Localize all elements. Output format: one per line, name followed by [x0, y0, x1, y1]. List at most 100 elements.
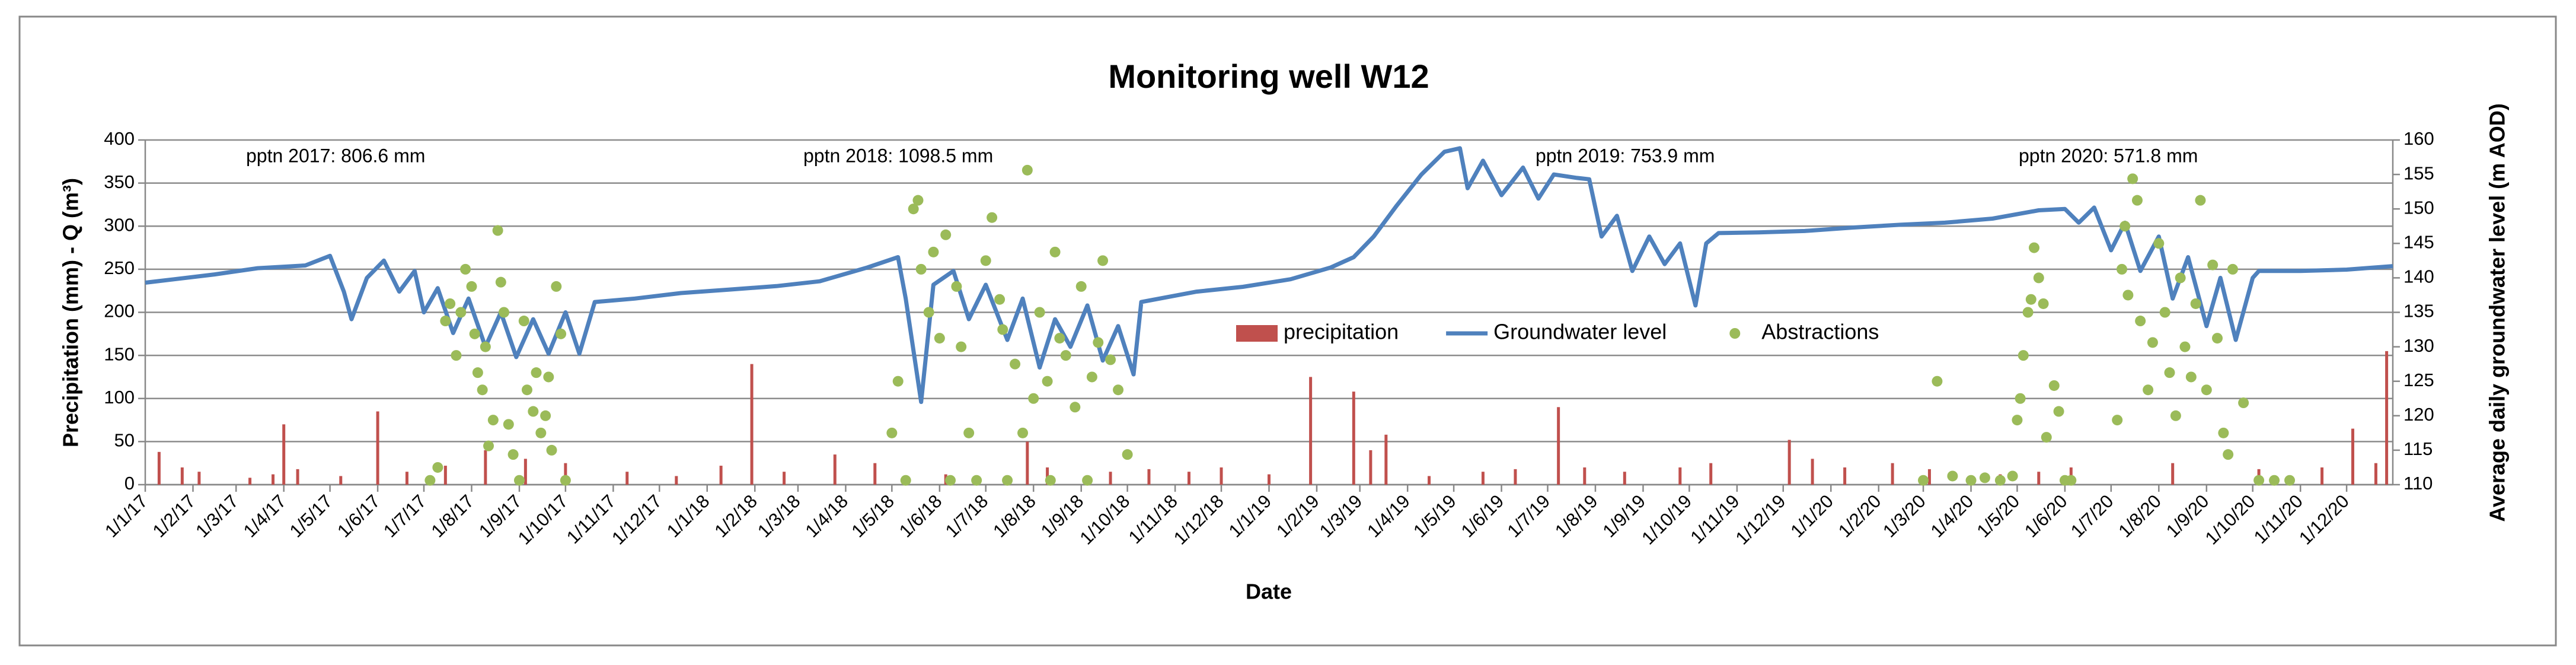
- abstraction-point: [487, 415, 499, 426]
- abstraction-point: [1105, 354, 1116, 365]
- precipitation-bar: [2037, 472, 2041, 485]
- precipitation-bar: [1891, 463, 1894, 485]
- precipitation-bar: [405, 472, 408, 485]
- precipitation-bar: [1514, 469, 1517, 485]
- abstraction-point: [2185, 371, 2197, 383]
- abstraction-point: [2028, 242, 2039, 253]
- abstraction-point: [546, 444, 557, 456]
- abstraction-point: [1075, 281, 1087, 292]
- y2-tick-label: 155: [2403, 163, 2434, 183]
- precipitation-bar: [1843, 467, 1847, 485]
- y2-tick-label: 120: [2403, 404, 2434, 425]
- precipitation-bar: [1352, 392, 1355, 485]
- abstraction-point: [432, 462, 443, 473]
- precipitation-bar: [1481, 472, 1485, 485]
- precipitation-bar: [833, 454, 837, 485]
- abstraction-point: [1947, 470, 1958, 482]
- precipitation-bar: [1557, 407, 1560, 485]
- y2-tick-label: 110: [2403, 473, 2433, 494]
- abstraction-point: [2135, 316, 2146, 327]
- abstraction-point: [1932, 376, 1943, 387]
- precipitation-bar: [1678, 467, 1682, 485]
- y2-axis-title: Average daily groundwater level (m AOD): [2485, 103, 2510, 522]
- abstraction-point: [2053, 406, 2064, 417]
- abstraction-point: [2143, 384, 2154, 396]
- abstraction-point: [908, 203, 919, 215]
- abstraction-point: [892, 376, 904, 387]
- abstraction-point: [1034, 307, 1045, 318]
- abstraction-point: [528, 406, 539, 417]
- precipitation-bar: [625, 472, 629, 485]
- precipitation-bar: [1220, 467, 1223, 485]
- abstraction-point: [940, 229, 952, 240]
- precipitation-bar: [248, 478, 252, 485]
- precipitation-bar: [1369, 450, 1372, 485]
- abstraction-point: [915, 263, 927, 275]
- abstraction-point: [2119, 221, 2131, 232]
- abstraction-point: [971, 475, 982, 486]
- abstraction-point: [499, 307, 510, 318]
- abstraction-point: [2179, 341, 2191, 352]
- abstraction-point: [2131, 195, 2143, 206]
- abstraction-point: [2211, 333, 2223, 344]
- precipitation-bar: [2385, 351, 2389, 485]
- abstraction-point: [951, 281, 962, 292]
- abstraction-point: [424, 475, 436, 486]
- precipitation-bar: [296, 469, 299, 485]
- abstraction-point: [956, 341, 967, 352]
- y2-tick-label: 140: [2403, 266, 2434, 287]
- abstraction-point: [540, 410, 551, 421]
- legend-swatch: [1729, 328, 1741, 339]
- annotation: pptn 2020: 571.8 mm: [2019, 145, 2198, 166]
- precipitation-bar: [1927, 469, 1931, 485]
- abstraction-point: [928, 246, 939, 257]
- abstraction-point: [2066, 475, 2077, 486]
- abstraction-point: [1042, 376, 1053, 387]
- abstraction-point: [472, 367, 483, 378]
- abstraction-point: [2164, 367, 2175, 378]
- abstraction-point: [2018, 350, 2029, 361]
- abstraction-point: [2007, 470, 2018, 482]
- y2-tick-label: 145: [2403, 231, 2434, 252]
- abstraction-point: [503, 419, 514, 430]
- abstraction-point: [994, 294, 1005, 305]
- abstraction-point: [1054, 333, 1065, 344]
- abstraction-point: [551, 281, 562, 292]
- abstraction-point: [987, 212, 998, 223]
- precipitation-bar: [1109, 472, 1112, 485]
- y-tick-label: 100: [104, 387, 135, 408]
- abstraction-point: [455, 307, 467, 318]
- abstraction-point: [2159, 307, 2170, 318]
- abstraction-point: [2153, 238, 2165, 249]
- precipitation-bar: [1623, 472, 1626, 485]
- precipitation-bar: [783, 472, 786, 485]
- abstraction-point: [900, 475, 911, 486]
- abstraction-point: [2284, 475, 2296, 486]
- y2-tick-label: 125: [2403, 370, 2434, 390]
- precipitation-bar: [339, 476, 343, 485]
- precipitation-bar: [1709, 463, 1713, 485]
- abstraction-point: [466, 281, 477, 292]
- abstraction-point: [2038, 298, 2049, 309]
- abstraction-point: [560, 475, 571, 486]
- legend: precipitation Groundwater level Abstractio…: [1236, 320, 1879, 344]
- y2-tick-label: 115: [2403, 438, 2433, 459]
- abstraction-point: [440, 316, 451, 327]
- annotation: pptn 2017: 806.6 mm: [246, 145, 425, 166]
- abstraction-point: [2195, 195, 2206, 206]
- abstraction-point: [886, 427, 898, 438]
- abstraction-point: [1994, 475, 2006, 486]
- abstraction-point: [460, 263, 471, 275]
- legend-swatch: [1236, 325, 1278, 342]
- precipitation-bar: [873, 463, 877, 485]
- legend-label: precipitation: [1284, 320, 1399, 344]
- precipitation-bar: [1268, 474, 1271, 485]
- precipitation-bar: [484, 450, 487, 485]
- abstraction-point: [2227, 263, 2238, 275]
- precipitation-bar: [1428, 476, 1431, 485]
- precipitation-bar: [2351, 428, 2354, 485]
- y-tick-label: 250: [104, 257, 135, 278]
- abstraction-point: [492, 225, 503, 236]
- abstraction-point: [2207, 259, 2219, 271]
- abstraction-point: [483, 440, 494, 451]
